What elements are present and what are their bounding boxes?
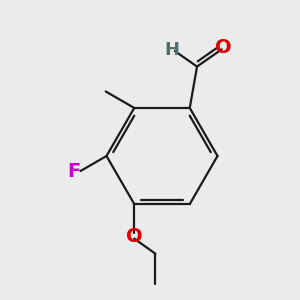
Text: O: O xyxy=(126,227,142,246)
Text: F: F xyxy=(67,162,80,182)
Text: O: O xyxy=(215,38,231,57)
Text: H: H xyxy=(164,41,179,59)
